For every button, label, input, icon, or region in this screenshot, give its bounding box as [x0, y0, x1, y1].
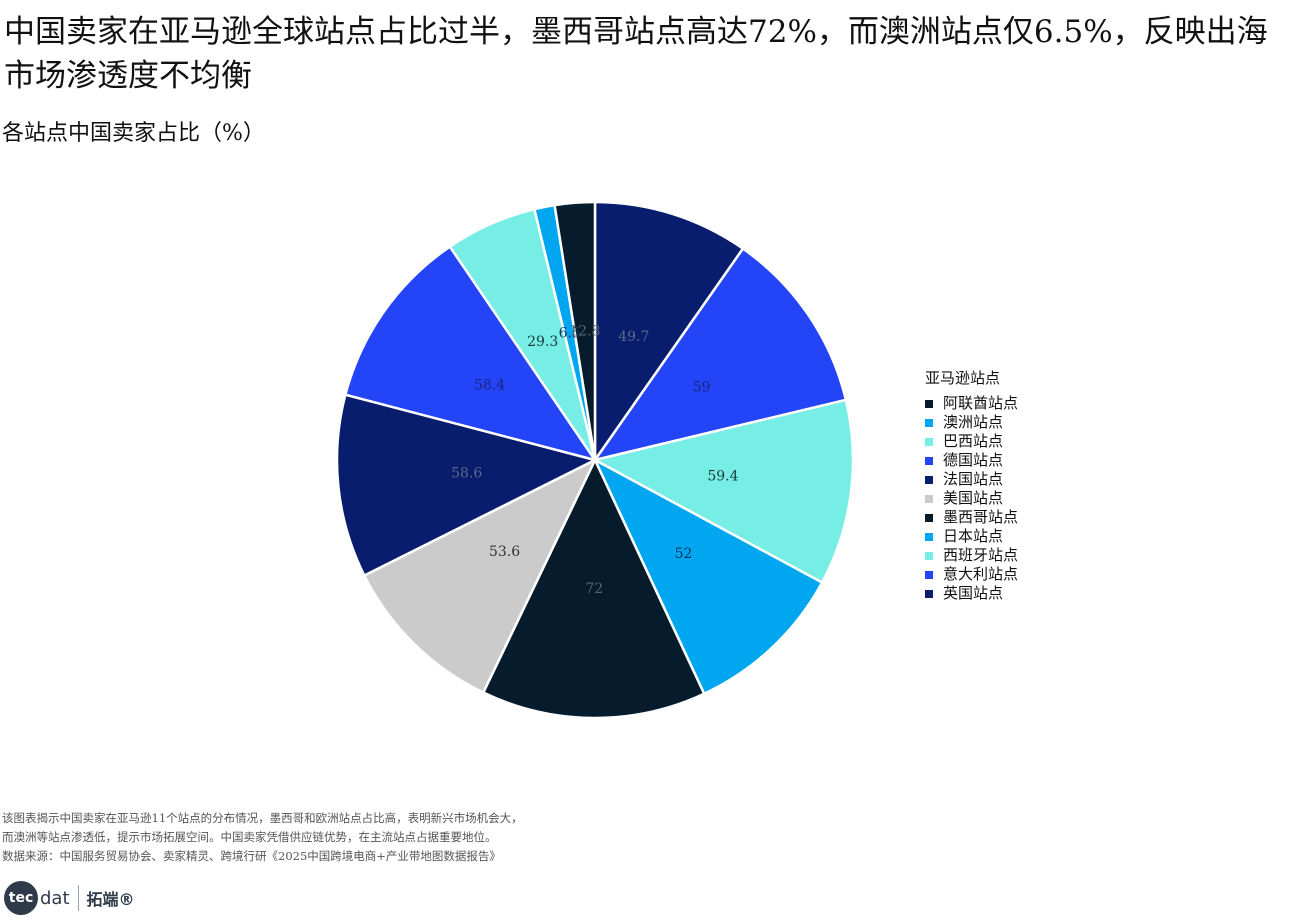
logo-cn-name: 拓端® [86, 890, 135, 909]
legend-label: 澳洲站点 [943, 413, 1004, 431]
pie-slice-2 [592, 246, 848, 462]
legend-item-7: 墨西哥站点 [925, 508, 1018, 527]
legend-label: 阿联酋站点 [943, 394, 1019, 412]
legend-label: 墨西哥站点 [943, 508, 1019, 526]
pie-slice-7 [335, 393, 599, 578]
chart-subtitle: 各站点中国卖家占比（%） [2, 121, 265, 146]
legend-label: 巴西站点 [943, 432, 1004, 450]
legend-item-10: 意大利站点 [925, 565, 1018, 584]
legend-swatch [925, 456, 933, 465]
legend-label: 意大利站点 [943, 565, 1019, 583]
pie-slice-1 [593, 200, 745, 464]
legend-item-1: 阿联酋站点 [925, 394, 1018, 413]
legend-item-2: 澳洲站点 [925, 413, 1018, 432]
legend-label: 英国站点 [943, 584, 1004, 602]
legend-swatch [925, 494, 933, 503]
legend-item-6: 美国站点 [925, 489, 1018, 508]
slice-data-label-2: 59 [693, 379, 711, 395]
legend-item-4: 德国站点 [925, 451, 1018, 470]
slice-data-label-3: 59.4 [707, 469, 738, 485]
pie-slice-8 [343, 244, 598, 463]
slice-data-label-5: 72 [585, 581, 603, 597]
chart-title: 中国卖家在亚马逊全球站点占比过半，墨西哥站点高达72%，而澳洲站点仅6.5%，反… [4, 14, 1268, 94]
legend-item-5: 法国站点 [925, 470, 1018, 489]
source-line: 数据来源：中国服务贸易协会、卖家精灵、跨境行研《2025中国跨境电商+产业带地图… [2, 849, 501, 863]
legend-swatch [925, 513, 933, 522]
legend-swatch [925, 475, 933, 484]
legend-label: 法国站点 [943, 470, 1004, 488]
slice-data-label-10: 6.5 [559, 326, 581, 342]
note-line-1: 该图表揭示中国卖家在亚马逊11个站点的分布情况，墨西哥和欧洲站点占比高，表明新兴… [2, 811, 523, 825]
legend-items: 阿联酋站点 澳洲站点 巴西站点 德国站点 法国站点 美国站点 墨西哥站点 日本站点 西班牙站点意… [925, 394, 1018, 603]
slice-data-label-4: 52 [675, 546, 693, 562]
chart-legend: 亚马逊站点 阿联酋站点 澳洲站点 巴西站点 德国站点 法国站点 美国站点 墨西哥站点 日本站点… [925, 368, 1018, 603]
legend-item-3: 巴西站点 [925, 432, 1018, 451]
legend-swatch [925, 418, 933, 427]
legend-label: 日本站点 [943, 527, 1004, 545]
legend-label: 德国站点 [943, 451, 1004, 469]
legend-item-11: 英国站点 [925, 584, 1018, 603]
slice-data-label-1: 49.7 [618, 329, 649, 345]
legend-item-9: 西班牙站点 [925, 546, 1018, 565]
legend-swatch [925, 589, 933, 598]
legend-label: 西班牙站点 [943, 546, 1019, 564]
logo-divider [77, 885, 79, 911]
legend-swatch [925, 570, 933, 579]
legend-swatch [925, 399, 933, 408]
logo-word: dat [40, 887, 70, 909]
logo-mark: tec [4, 881, 38, 915]
legend-item-8: 日本站点 [925, 527, 1018, 546]
pie-slice-5 [481, 457, 706, 720]
legend-swatch [925, 551, 933, 560]
slice-data-label-7: 58.6 [451, 465, 482, 481]
pie-chart: 49.7 59 59.4 52 72 53.6 58.6 58.4 29.36.512.8 [335, 200, 855, 720]
slice-data-label-9: 29.3 [527, 334, 558, 350]
pie-slice-6 [362, 457, 598, 695]
slice-data-label-8: 58.4 [474, 378, 505, 394]
chart-notes: 该图表揭示中国卖家在亚马逊11个站点的分布情况，墨西哥和欧洲站点占比高，表明新兴… [2, 809, 523, 866]
legend-swatch [925, 437, 933, 446]
pie-slice-3 [591, 398, 855, 585]
slice-data-label-11: 12.8 [569, 323, 600, 339]
legend-title: 亚马逊站点 [925, 369, 1001, 387]
brand-logo: tec dat 拓端® [4, 880, 135, 916]
legend-swatch [925, 532, 933, 541]
pie-slice-11 [553, 200, 597, 461]
slice-data-label-6: 53.6 [489, 544, 520, 560]
legend-label: 美国站点 [943, 489, 1004, 507]
pie-slice-4 [592, 457, 824, 696]
note-line-2: 而澳洲等站点渗透低，提示市场拓展空间。中国卖家凭借供应链优势，在主流站点占据重要… [2, 830, 497, 844]
